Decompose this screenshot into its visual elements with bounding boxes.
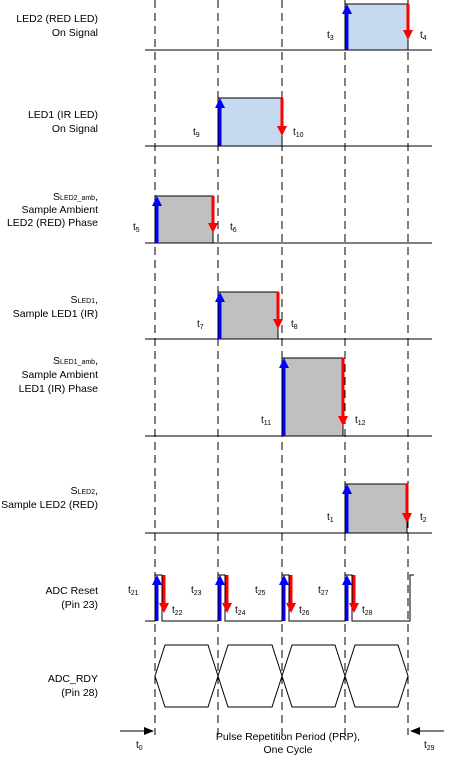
- reset-rise-time-label: t27: [318, 585, 329, 597]
- reset-rise-time-label: t25: [255, 585, 266, 597]
- adc-rdy-label: (Pin 28): [61, 687, 98, 699]
- rise-time-label: t7: [197, 319, 204, 331]
- reset-fall-time-label: t26: [299, 605, 310, 617]
- signal-row-sled2: t1 t2: [145, 483, 432, 534]
- signal-rows: t3 t4 t9 t10 t5 t6 t7 t8 t11 t12 t1 t2: [133, 3, 432, 534]
- row-label-sled1amb: LED1 (IR) Phase: [19, 383, 99, 395]
- signal-row-sled1: t7 t8: [145, 291, 432, 340]
- adc-signals: ADC Reset (Pin 23) t21 t22 t23 t24 t25 t26 t27 t2…: [45, 574, 414, 708]
- reset-rise-arrow: [215, 575, 225, 621]
- fall-time-label: t12: [355, 415, 366, 427]
- fall-arrow: [277, 98, 287, 136]
- adc-rdy-cell: [154, 644, 219, 708]
- adc-rdy-cell: [217, 644, 283, 708]
- rise-time-label: t5: [133, 222, 140, 234]
- pulse-box: [217, 291, 279, 340]
- rise-time-label: t9: [193, 127, 200, 139]
- adc-rdy-signal: ADC_RDY (Pin 28): [48, 644, 409, 708]
- fall-time-label: t6: [230, 222, 237, 234]
- prp-right-arrow: [410, 727, 444, 735]
- rise-arrow: [215, 98, 225, 146]
- fall-time-label: t10: [293, 127, 304, 139]
- row-label-led1: LED1 (IR LED): [28, 109, 98, 121]
- row-label-sled1amb: Sample Ambient: [22, 369, 99, 381]
- rise-arrow: [279, 358, 289, 436]
- adc-reset-signal: ADC Reset (Pin 23) t21 t22 t23 t24 t25 t26 t27 t2…: [45, 574, 414, 622]
- fall-arrow: [273, 292, 283, 329]
- adc-rdy-cell: [281, 644, 346, 708]
- row-label-sled2-name: SLED2,: [71, 485, 98, 497]
- pulse-box: [281, 357, 344, 437]
- pulse-box: [344, 483, 408, 534]
- adc-rdy-label: ADC_RDY: [48, 673, 98, 685]
- rise-time-label: t1: [327, 512, 334, 524]
- reset-rise-arrow: [342, 575, 352, 621]
- fall-time-label: t8: [291, 319, 298, 331]
- row-label-led1: On Signal: [52, 123, 98, 135]
- rise-arrow: [342, 4, 352, 50]
- prp-label: Pulse Repetition Period (PRP),: [216, 731, 360, 743]
- reset-fall-arrow: [286, 575, 296, 613]
- reset-fall-time-label: t24: [235, 605, 246, 617]
- reset-rise-time-label: t21: [128, 585, 139, 597]
- row-label-sled1amb-name: SLED1_amb,: [53, 355, 98, 367]
- row-label-led2: LED2 (RED LED): [16, 13, 98, 25]
- adc-reset-label: (Pin 23): [61, 599, 98, 611]
- prp-end-time-label: t29: [424, 740, 435, 752]
- adc-reset-waveform: [145, 574, 414, 622]
- signal-row-sled2amb: t5 t6: [133, 195, 432, 244]
- prp-annotation: Pulse Repetition Period (PRP),One Cycle t…: [120, 727, 444, 756]
- row-label-sled2: Sample LED2 (RED): [1, 499, 98, 511]
- row-label-sled1: Sample LED1 (IR): [13, 308, 98, 320]
- row-label-sled1-name: SLED1,: [71, 294, 98, 306]
- prp-start-time-label: t0: [136, 740, 143, 752]
- pulse-box: [217, 97, 283, 147]
- reset-fall-arrow: [222, 575, 232, 613]
- adc-reset-label: ADC Reset: [45, 585, 98, 597]
- reset-fall-time-label: t28: [362, 605, 373, 617]
- fall-arrow: [338, 358, 348, 426]
- fall-arrow: [403, 4, 413, 40]
- rise-arrow: [152, 196, 162, 243]
- fall-time-label: t2: [420, 512, 427, 524]
- fall-time-label: t4: [420, 30, 427, 42]
- reset-rise-arrow: [152, 575, 162, 621]
- pulse-box: [344, 3, 409, 51]
- signal-row-led2: t3 t4: [145, 3, 432, 51]
- reset-fall-arrow: [349, 575, 359, 613]
- prp-label: One Cycle: [263, 744, 312, 756]
- row-label-sled2amb: Sample Ambient: [22, 204, 99, 216]
- pulse-box: [154, 195, 214, 244]
- row-labels: LED2 (RED LED) On Signal LED1 (IR LED) On S…: [1, 13, 98, 511]
- rise-arrow: [342, 484, 352, 533]
- reset-fall-arrow: [159, 575, 169, 613]
- row-label-sled2amb: LED2 (RED) Phase: [7, 217, 98, 229]
- reset-rise-time-label: t23: [191, 585, 202, 597]
- signal-row-led1: t9 t10: [145, 97, 432, 147]
- rise-time-label: t3: [327, 30, 334, 42]
- row-label-led2: On Signal: [52, 27, 98, 39]
- rise-arrow: [215, 292, 225, 339]
- adc-rdy-cell: [344, 644, 409, 708]
- prp-left-arrow: [120, 727, 154, 735]
- reset-rise-arrow: [279, 575, 289, 621]
- signal-row-sled1amb: t11 t12: [145, 357, 432, 437]
- fall-arrow: [208, 196, 218, 233]
- fall-arrow: [402, 484, 412, 523]
- row-label-sled2amb-name: SLED2_amb,: [53, 191, 98, 203]
- reset-fall-time-label: t22: [172, 605, 183, 617]
- rise-time-label: t11: [261, 415, 271, 427]
